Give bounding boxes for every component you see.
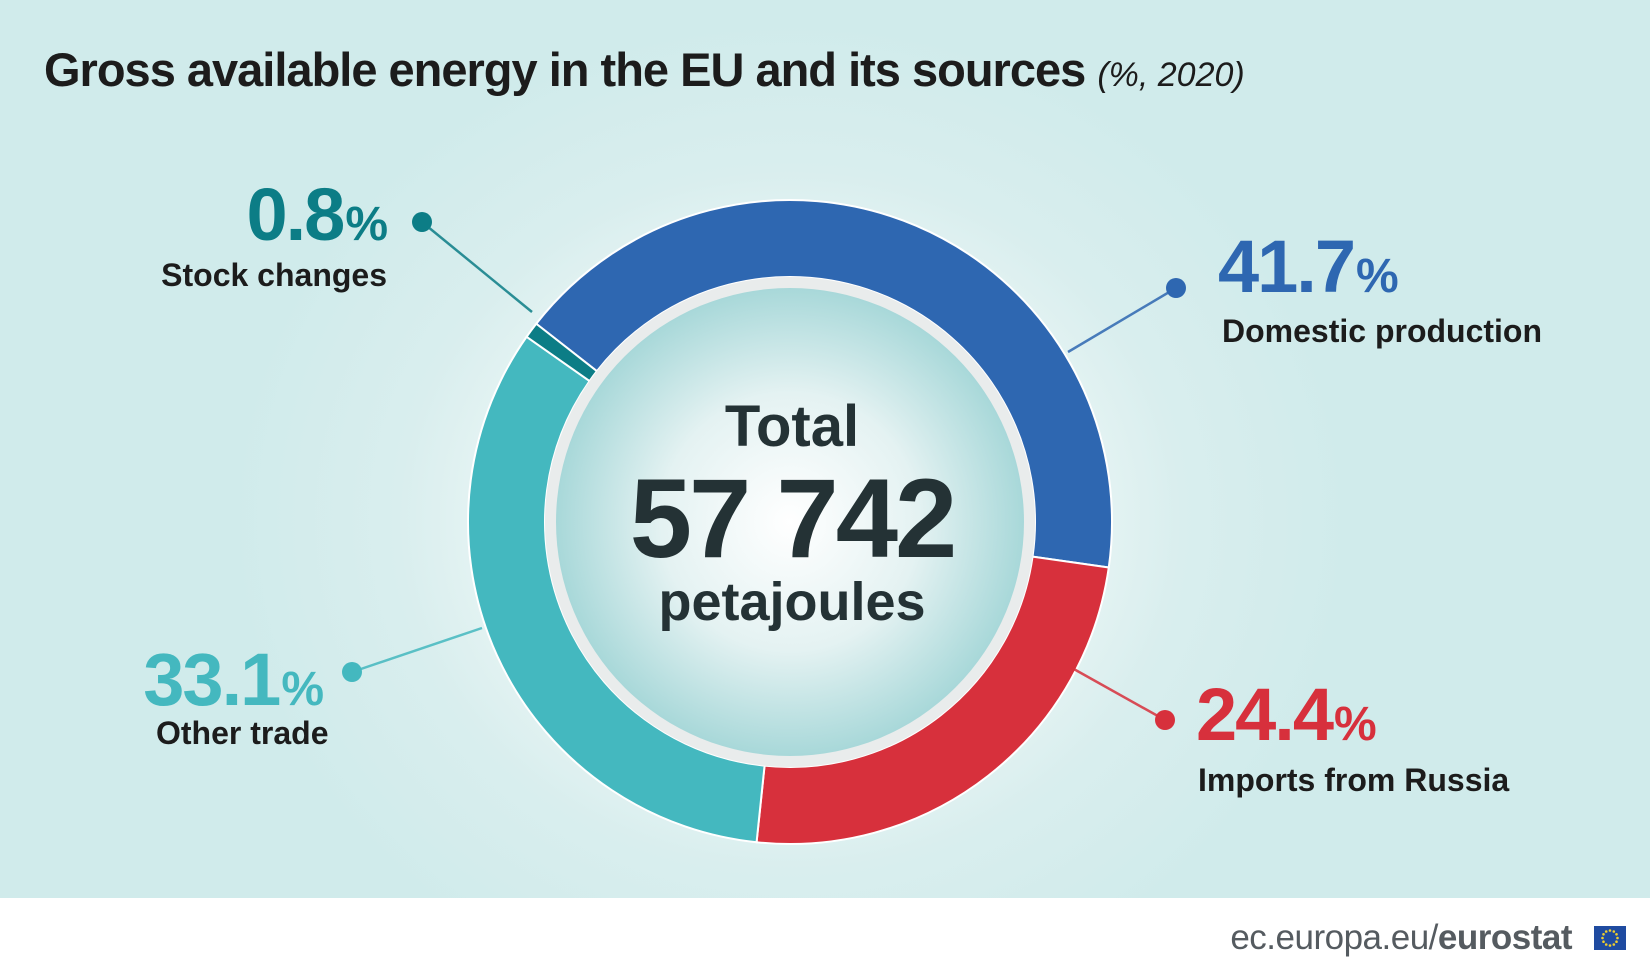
title-text: Gross available energy in the EU and its… bbox=[44, 43, 1086, 96]
leader-dot-stock-changes bbox=[412, 212, 432, 232]
category-label-domestic-production: Domestic production bbox=[1222, 313, 1542, 349]
chart-subtitle: (%, 2020) bbox=[1097, 56, 1245, 94]
center-total-value: 57 742 bbox=[630, 456, 955, 581]
leader-dot-domestic-production bbox=[1166, 278, 1186, 298]
footer-site: ec.europa.eu/ bbox=[1230, 918, 1438, 957]
leader-dot-other-trade bbox=[342, 662, 362, 682]
leader-dot-imports-from-russia bbox=[1155, 710, 1175, 730]
leader-line-imports-from-russia bbox=[1071, 666, 1166, 722]
inner-disc bbox=[556, 288, 1024, 756]
slice-labels: 41.7% Domestic production 24.4% Imports fro… bbox=[143, 173, 1542, 798]
center-unit: petajoules bbox=[658, 572, 925, 632]
value-label-other-trade: 33.1% bbox=[143, 638, 323, 721]
category-label-imports-from-russia: Imports from Russia bbox=[1198, 762, 1509, 798]
footer-source: ec.europa.eu/eurostat bbox=[1230, 918, 1572, 958]
value-label-domestic-production: 41.7% bbox=[1218, 225, 1398, 308]
value-label-imports-from-russia: 24.4% bbox=[1196, 673, 1376, 756]
value-label-stock-changes: 0.8% bbox=[246, 173, 387, 256]
category-label-stock-changes: Stock changes bbox=[161, 257, 387, 293]
leader-line-domestic-production bbox=[1067, 286, 1177, 354]
chart-title: Gross available energy in the EU and its… bbox=[44, 42, 1245, 97]
leader-line-other-trade bbox=[351, 626, 483, 674]
center-label-total: Total bbox=[725, 394, 859, 459]
eu-flag-icon bbox=[1594, 926, 1626, 950]
footer-brand: eurostat bbox=[1437, 918, 1573, 957]
leader-line-stock-changes bbox=[421, 221, 533, 313]
category-label-other-trade: Other trade bbox=[156, 715, 328, 751]
leader-lines bbox=[342, 212, 1186, 730]
